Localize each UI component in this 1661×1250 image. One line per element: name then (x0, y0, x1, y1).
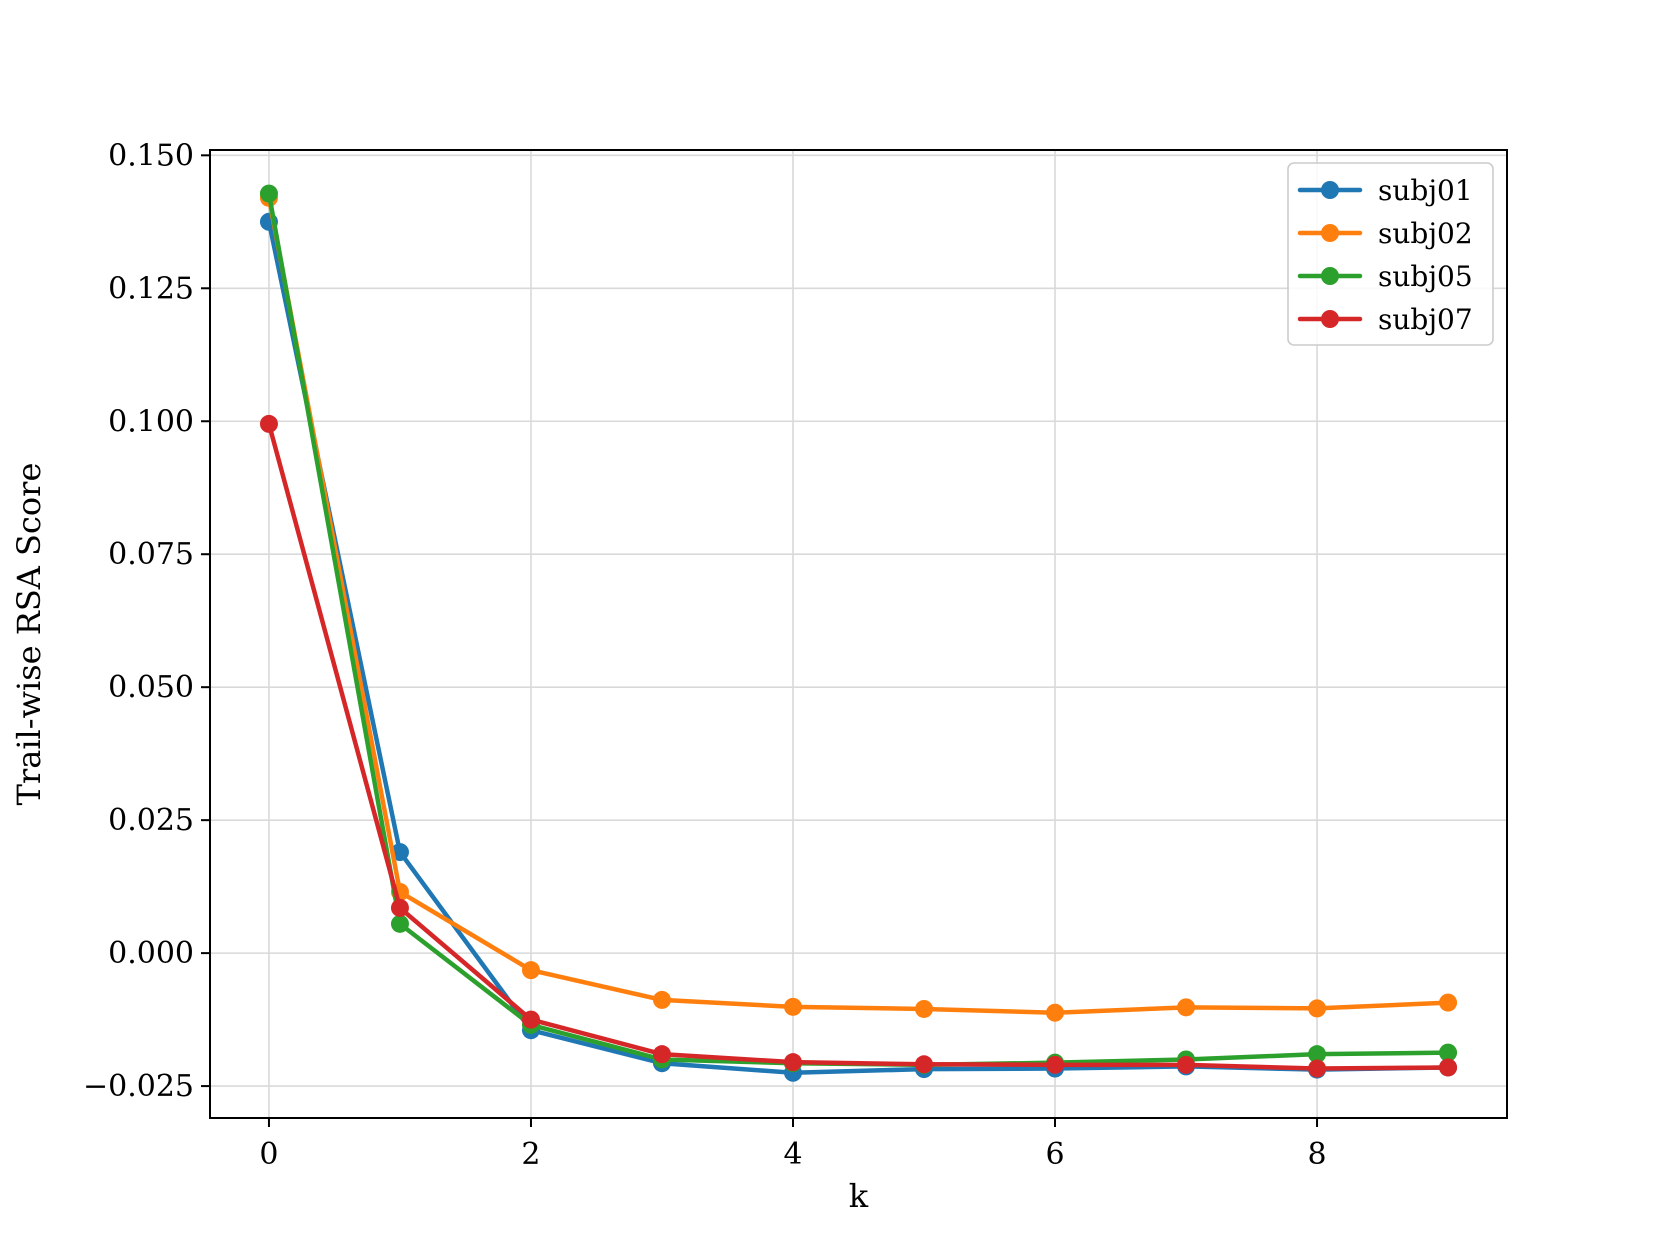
data-point-subj07 (652, 1045, 671, 1064)
ticks: 0 2 4 6 8 −0.025 0.000 0.025 0.050 0.075 0.100 0.12… (83, 138, 1327, 1172)
data-point-subj02 (783, 997, 802, 1016)
y-tick-label: 0.150 (108, 138, 194, 173)
x-axis-label: k (849, 1177, 869, 1215)
legend-item-subj02: subj02 (1297, 217, 1473, 250)
series-line-subj02 (266, 195, 1451, 1015)
series-subj02 (259, 188, 1458, 1022)
x-tick-label: 6 (1045, 1137, 1064, 1172)
y-tick-label: 0.100 (108, 404, 194, 439)
data-point-subj02 (521, 961, 540, 980)
plot-frame (209, 149, 1508, 1119)
series-layer (259, 184, 1458, 1082)
legend-label: subj02 (1378, 217, 1473, 250)
legend-swatch-marker (1321, 310, 1339, 328)
data-point-subj07 (1177, 1055, 1196, 1074)
grid (210, 150, 1507, 1118)
legend: subj01 subj02 subj05 subj07 (1287, 162, 1494, 346)
data-point-subj02 (1439, 993, 1458, 1012)
legend-swatch-marker (1321, 224, 1339, 242)
data-point-subj07 (521, 1010, 540, 1029)
data-point-subj05 (1308, 1045, 1327, 1064)
data-point-subj02 (1046, 1003, 1065, 1022)
y-tick-label: 0.025 (108, 803, 194, 838)
data-point-subj07 (1439, 1058, 1458, 1077)
series-line-subj07 (266, 421, 1451, 1071)
data-point-subj05 (259, 184, 278, 203)
x-tick-label: 2 (521, 1137, 540, 1172)
data-point-subj07 (915, 1055, 934, 1074)
y-axis-label: Trail-wise RSA Score (10, 463, 48, 806)
x-tick-label: 8 (1307, 1137, 1326, 1172)
data-point-subj02 (1308, 999, 1327, 1018)
data-point-subj02 (915, 999, 934, 1018)
x-tick-label: 4 (783, 1137, 802, 1172)
y-tick-label: 0.050 (108, 670, 194, 705)
y-tick-label: 0.125 (108, 271, 194, 306)
data-point-subj07 (390, 898, 409, 917)
legend-box (1287, 162, 1494, 346)
legend-item-subj05: subj05 (1297, 260, 1473, 293)
legend-swatch-marker (1321, 181, 1339, 199)
x-tick-label: 0 (259, 1137, 278, 1172)
series-subj01 (259, 212, 1458, 1082)
data-point-subj02 (652, 990, 671, 1009)
data-point-subj05 (390, 914, 409, 933)
y-tick-label: 0.075 (108, 537, 194, 572)
series-subj07 (259, 414, 1458, 1078)
data-point-subj07 (1046, 1055, 1065, 1074)
legend-item-subj07: subj07 (1297, 303, 1473, 336)
legend-swatch-marker (1321, 267, 1339, 285)
legend-label: subj01 (1378, 174, 1473, 207)
series-line-subj05 (266, 191, 1451, 1068)
data-point-subj07 (1308, 1059, 1327, 1078)
data-point-subj07 (259, 414, 278, 433)
legend-label: subj05 (1378, 260, 1473, 293)
y-tick-label: 0.000 (108, 936, 194, 971)
legend-item-subj01: subj01 (1297, 174, 1473, 207)
data-point-subj02 (1177, 998, 1196, 1017)
data-point-subj05 (1439, 1043, 1458, 1062)
y-tick-label: −0.025 (83, 1069, 194, 1104)
legend-label: subj07 (1378, 303, 1473, 336)
data-point-subj07 (783, 1053, 802, 1072)
